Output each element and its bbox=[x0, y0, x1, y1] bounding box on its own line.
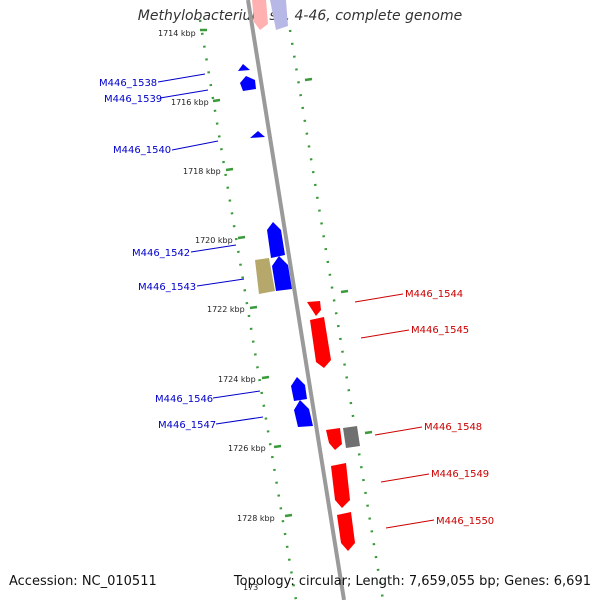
tick-1726 bbox=[273, 444, 282, 449]
tick-right-1 bbox=[304, 77, 313, 82]
grey-feature-m446-1548[interactable] bbox=[343, 426, 360, 448]
gene-arrow-m446-1539[interactable] bbox=[240, 76, 256, 91]
gene-label-m446-1548[interactable]: M446_1548 bbox=[424, 422, 482, 433]
gene-arrow-m446-1548[interactable] bbox=[326, 428, 342, 450]
gene-label-m446-1540[interactable]: M446_1540 bbox=[113, 145, 171, 156]
gene-label-m446-1544[interactable]: M446_1544 bbox=[405, 289, 463, 300]
scale-label-1716: 1716 kbp bbox=[171, 98, 209, 107]
topology-text: Topology: circular; Length: 7,659,055 bp… bbox=[233, 574, 591, 589]
leader-m446-1550 bbox=[385, 519, 435, 529]
tick-right-3 bbox=[364, 430, 373, 435]
gene-arrow-m446-1542[interactable] bbox=[267, 222, 285, 258]
gene-arrow-m446-1544[interactable] bbox=[307, 301, 321, 316]
leader-m446-1538 bbox=[157, 73, 206, 83]
leader-m446-1539 bbox=[159, 89, 209, 99]
scale-label-173x: 173 bbox=[243, 583, 258, 592]
leader-m446-1540 bbox=[171, 140, 219, 151]
gene-label-m446-1543[interactable]: M446_1543 bbox=[138, 282, 196, 293]
leader-m446-1543 bbox=[196, 278, 245, 287]
gene-arrow-m446-1543[interactable] bbox=[272, 256, 292, 291]
genome-title: Methylobacterium sp. 4-46, complete geno… bbox=[137, 8, 463, 24]
leader-m446-1544 bbox=[354, 293, 404, 303]
scale-label-1728: 1728 kbp bbox=[237, 514, 275, 523]
tick-1718 bbox=[225, 167, 234, 172]
top-forward-gene-partial[interactable] bbox=[252, 0, 268, 30]
genome-backbone bbox=[246, 0, 346, 600]
tick-1716 bbox=[212, 98, 221, 103]
scale-label-1722: 1722 kbp bbox=[207, 305, 245, 314]
right-leader-lines bbox=[354, 293, 435, 529]
tick-1720 bbox=[237, 235, 246, 240]
gene-label-m446-1547[interactable]: M446_1547 bbox=[158, 420, 216, 431]
leader-m446-1542 bbox=[190, 244, 237, 253]
gene-arrow-m446-1546[interactable] bbox=[291, 377, 307, 401]
gene-label-m446-1538[interactable]: M446_1538 bbox=[99, 78, 157, 89]
gene-label-m446-1549[interactable]: M446_1549 bbox=[431, 469, 489, 480]
leader-m446-1545 bbox=[360, 329, 410, 339]
gene-arrow-m446-1545[interactable] bbox=[310, 317, 331, 368]
gene-label-m446-1550[interactable]: M446_1550 bbox=[436, 516, 494, 527]
right-scale-track bbox=[288, 29, 385, 600]
left-leader-lines bbox=[157, 73, 264, 425]
leader-m446-1546 bbox=[212, 390, 261, 399]
leader-m446-1547 bbox=[215, 416, 264, 425]
tick-1722 bbox=[249, 305, 258, 310]
tick-1728 bbox=[284, 513, 293, 518]
gene-label-m446-1545[interactable]: M446_1545 bbox=[411, 325, 469, 336]
leader-m446-1548 bbox=[374, 426, 423, 436]
top-reverse-gene-partial[interactable] bbox=[270, 0, 288, 30]
other-feature[interactable] bbox=[255, 258, 275, 294]
leader-m446-1549 bbox=[380, 473, 430, 483]
accession-text: Accession: NC_010511 bbox=[9, 574, 157, 589]
gene-arrow-m446-1538[interactable] bbox=[238, 64, 250, 71]
gene-arrow-m446-1540[interactable] bbox=[250, 131, 265, 138]
major-ticks bbox=[200, 28, 373, 518]
gene-label-m446-1546[interactable]: M446_1546 bbox=[155, 394, 213, 405]
gene-arrow-m446-1549[interactable] bbox=[331, 463, 350, 508]
scale-label-1718: 1718 kbp bbox=[183, 167, 221, 176]
scale-label-1714: 1714 kbp bbox=[158, 29, 196, 38]
tick-right-2 bbox=[340, 289, 349, 294]
gene-label-m446-1539[interactable]: M446_1539 bbox=[104, 94, 162, 105]
scale-label-1724: 1724 kbp bbox=[218, 375, 256, 384]
scale-label-1726: 1726 kbp bbox=[228, 444, 266, 453]
tick-1724 bbox=[261, 375, 270, 380]
gene-arrow-m446-1550[interactable] bbox=[337, 512, 355, 551]
gene-label-m446-1542[interactable]: M446_1542 bbox=[132, 248, 190, 259]
scale-label-1720: 1720 kbp bbox=[195, 236, 233, 245]
gene-arrow-m446-1547[interactable] bbox=[294, 400, 313, 427]
